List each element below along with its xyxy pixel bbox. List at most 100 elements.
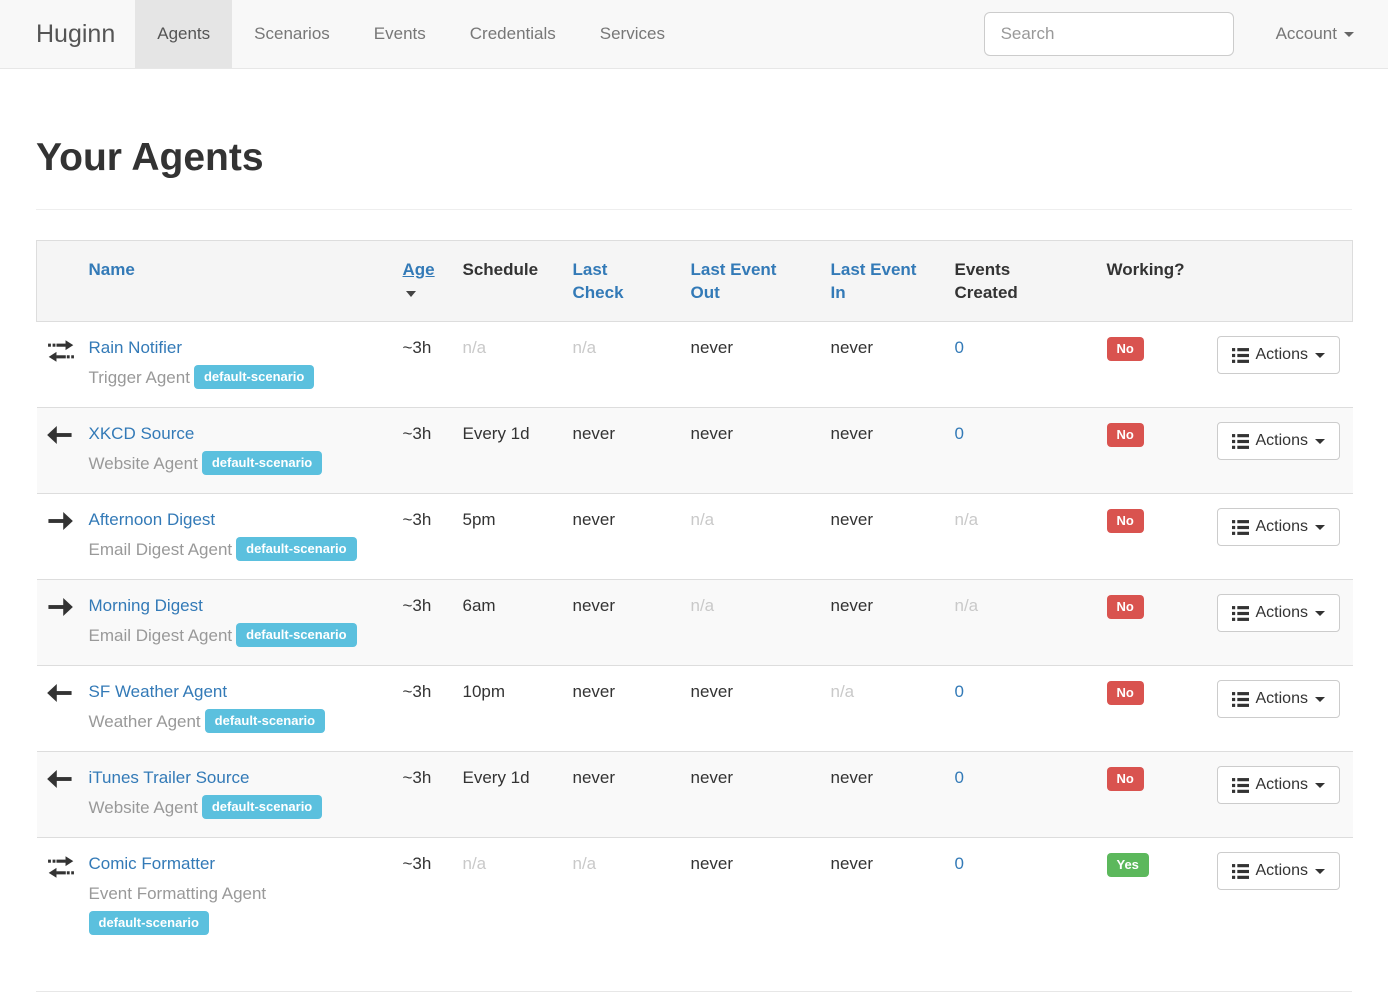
last-check-cell: n/a — [564, 837, 683, 953]
divider — [36, 209, 1352, 210]
age-cell: ~3h — [394, 493, 455, 580]
last-check-cell: never — [564, 751, 683, 838]
last-check-cell: never — [564, 493, 683, 580]
brand-link[interactable]: Huginn — [36, 19, 116, 48]
table-row: Rain Notifier Trigger Agent default-scena… — [37, 322, 1353, 408]
events-created-link[interactable]: 0 — [954, 424, 964, 443]
last-event-out-cell: never — [682, 665, 823, 752]
header-working: Working? — [1098, 240, 1209, 322]
arrow-right-icon — [47, 598, 73, 620]
actions-button[interactable]: Actions — [1216, 852, 1340, 890]
schedule-cell: n/a — [454, 837, 565, 953]
agent-type-label: Email Digest Agent — [88, 540, 233, 559]
agent-type-label: Website Agent — [88, 798, 198, 817]
nav-item-agents[interactable]: Agents — [135, 0, 233, 68]
caret-down-icon — [1344, 31, 1354, 37]
navbar-right: Account — [983, 0, 1388, 68]
table-header-row: Name Age Schedule Last Check Last Event … — [36, 240, 1353, 322]
actions-button-label: Actions — [1255, 604, 1308, 621]
scenario-badge[interactable]: default-scenario — [201, 795, 323, 819]
exchange-icon — [47, 340, 75, 366]
age-cell: ~3h — [394, 837, 455, 953]
caret-down-icon — [1314, 610, 1325, 616]
table-row: Morning Digest Email Digest Agent default… — [36, 579, 1353, 666]
agent-name-link[interactable]: SF Weather Agent — [88, 682, 228, 701]
scenario-badge[interactable]: default-scenario — [88, 911, 209, 935]
events-created-link[interactable]: 0 — [954, 768, 964, 787]
actions-button-label: Actions — [1255, 432, 1308, 449]
working-badge: Yes — [1106, 853, 1149, 877]
sort-desc-icon — [405, 291, 416, 297]
age-cell: ~3h — [394, 579, 455, 666]
agent-name-link[interactable]: Comic Formatter — [88, 854, 216, 873]
arrow-left-icon — [46, 770, 73, 792]
schedule-cell: 6am — [454, 579, 565, 666]
scenario-badge[interactable]: default-scenario — [236, 537, 357, 561]
actions-button[interactable]: Actions — [1216, 336, 1340, 374]
sort-last-event-out-link[interactable]: Last Event Out — [690, 260, 777, 302]
table-row: XKCD Source Website Agent default-scenari… — [36, 407, 1353, 494]
agent-name-link[interactable]: iTunes Trailer Source — [88, 768, 250, 787]
list-icon — [1231, 777, 1249, 793]
last-event-out-cell: never — [682, 837, 823, 953]
sort-name-link[interactable]: Name — [88, 260, 135, 279]
age-cell: ~3h — [394, 751, 455, 838]
events-created-link[interactable]: 0 — [954, 338, 964, 357]
sort-last-check-link[interactable]: Last Check — [572, 260, 624, 302]
arrow-left-icon — [46, 684, 73, 706]
events-created-link: n/a — [954, 596, 979, 615]
sort-last-event-in-link[interactable]: Last Event In — [830, 260, 917, 302]
scenario-badge[interactable]: default-scenario — [193, 365, 315, 389]
sort-age-link[interactable]: Age — [402, 260, 435, 279]
last-event-in-cell: never — [830, 338, 874, 357]
agent-name-link[interactable]: Afternoon Digest — [88, 510, 216, 529]
events-created-link[interactable]: 0 — [954, 682, 964, 701]
actions-button-label: Actions — [1255, 776, 1308, 793]
scenario-badge[interactable]: default-scenario — [236, 623, 357, 647]
last-check-cell: n/a — [572, 338, 597, 357]
working-badge: No — [1106, 595, 1144, 619]
scenario-badge[interactable]: default-scenario — [204, 709, 326, 733]
header-last-event-in: Last Event In — [822, 240, 947, 322]
agent-name-link[interactable]: Morning Digest — [88, 596, 203, 615]
header-schedule: Schedule — [454, 240, 565, 322]
list-icon — [1231, 347, 1249, 363]
header-events-created: Events Created — [946, 240, 1099, 322]
agent-type-label: Email Digest Agent — [88, 626, 233, 645]
actions-button[interactable]: Actions — [1216, 422, 1340, 460]
agent-name-link[interactable]: XKCD Source — [88, 424, 195, 443]
actions-button[interactable]: Actions — [1216, 680, 1340, 718]
scenario-badge[interactable]: default-scenario — [201, 451, 323, 475]
account-dropdown[interactable]: Account — [1276, 24, 1354, 44]
actions-button[interactable]: Actions — [1216, 766, 1340, 804]
last-event-in-cell: never — [822, 493, 947, 580]
header-icon-spacer — [36, 240, 81, 322]
last-event-in-cell: never — [822, 579, 947, 666]
header-last-event-out: Last Event Out — [682, 240, 823, 322]
table-row: Comic Formatter Event Formatting Agent de… — [36, 837, 1353, 953]
schedule-cell: Every 1d — [454, 407, 565, 494]
agent-type-label: Website Agent — [88, 454, 198, 473]
last-event-out-cell: n/a — [682, 579, 823, 666]
list-icon — [1231, 433, 1249, 449]
schedule-cell: n/a — [462, 338, 487, 357]
age-cell: ~3h — [394, 665, 455, 752]
actions-button[interactable]: Actions — [1216, 508, 1340, 546]
search-input[interactable] — [983, 12, 1234, 56]
table-row: SF Weather Agent Weather Agent default-sc… — [36, 665, 1353, 752]
events-created-link[interactable]: 0 — [954, 854, 964, 873]
agent-name-link[interactable]: Rain Notifier — [88, 338, 183, 357]
working-badge: No — [1106, 681, 1144, 705]
header-actions-spacer — [1208, 240, 1353, 322]
nav-item-credentials[interactable]: Credentials — [469, 24, 556, 43]
schedule-cell: Every 1d — [454, 751, 565, 838]
account-label: Account — [1275, 24, 1337, 43]
actions-button[interactable]: Actions — [1216, 594, 1340, 632]
nav-item-events[interactable]: Events — [373, 24, 426, 43]
actions-button-label: Actions — [1255, 518, 1308, 535]
actions-button-label: Actions — [1255, 862, 1308, 879]
nav-item-services[interactable]: Services — [599, 24, 665, 43]
main-content: Your Agents Name Age Schedule Last Check — [0, 137, 1388, 992]
nav-item-scenarios[interactable]: Scenarios — [254, 24, 330, 43]
last-event-out-cell: never — [682, 407, 823, 494]
